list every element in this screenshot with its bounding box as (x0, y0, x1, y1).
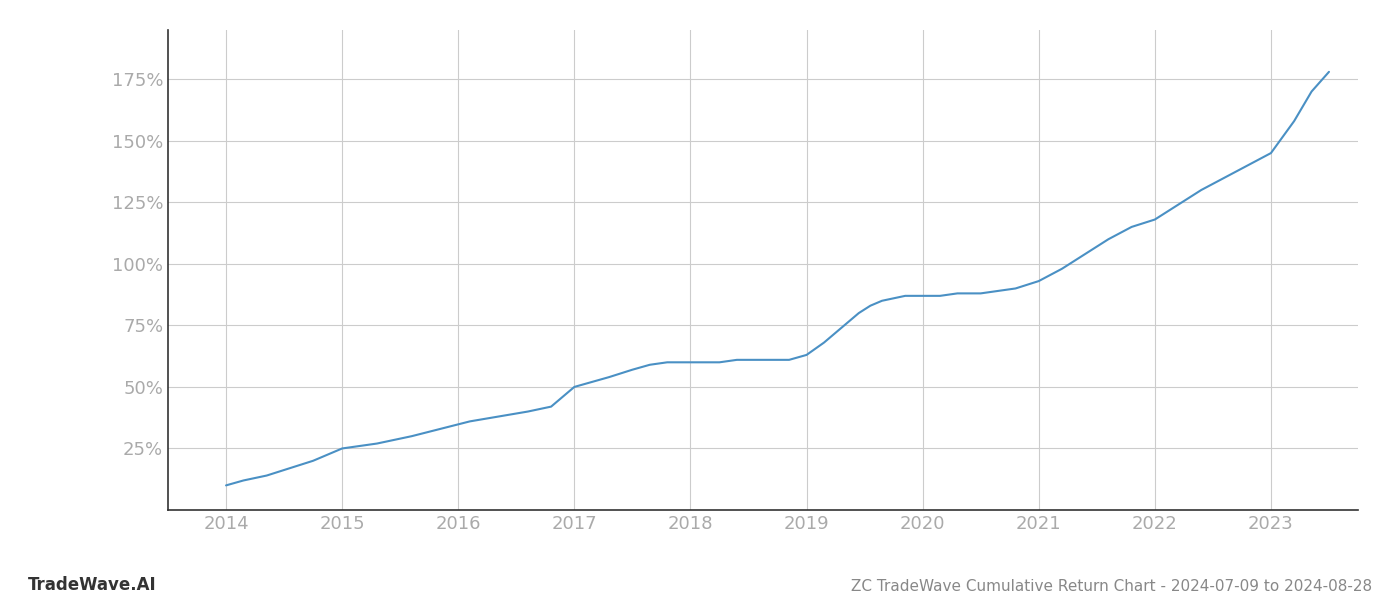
Text: TradeWave.AI: TradeWave.AI (28, 576, 157, 594)
Text: ZC TradeWave Cumulative Return Chart - 2024-07-09 to 2024-08-28: ZC TradeWave Cumulative Return Chart - 2… (851, 579, 1372, 594)
